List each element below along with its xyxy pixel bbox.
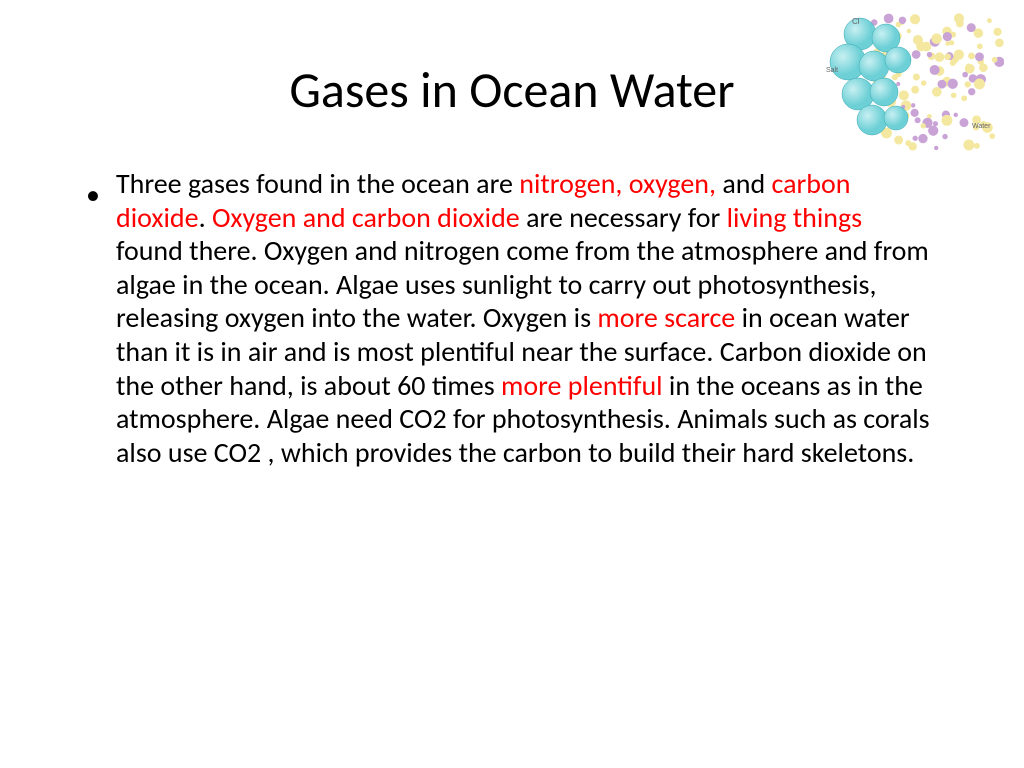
bullet-marker: • — [86, 177, 100, 212]
body-text-run: and — [722, 166, 771, 201]
body-text-run: Three gases found in the ocean are — [116, 166, 519, 201]
slide-body: • Three gases found in the ocean are nit… — [90, 167, 934, 469]
highlighted-text: nitrogen, oxygen, — [519, 166, 722, 201]
slide-title: Gases in Ocean Water — [90, 60, 934, 121]
svg-text:Salt: Salt — [826, 67, 838, 74]
body-text-run: . — [199, 200, 212, 235]
highlighted-text: more scarce — [597, 300, 741, 335]
svg-text:Water: Water — [972, 123, 991, 130]
highlighted-text: more plentiful — [501, 368, 669, 403]
slide: Cl Salt Water Gases in Ocean Water • Three… — [0, 0, 1024, 768]
body-text-run: are necessary for — [526, 200, 727, 235]
body-paragraph: Three gases found in the ocean are nitro… — [90, 167, 934, 469]
highlighted-text: living things — [727, 200, 863, 235]
molecule-cluster-icon: Cl Salt Water — [824, 10, 1004, 160]
highlighted-text: Oxygen and carbon dioxide — [212, 200, 526, 235]
svg-text:Cl: Cl — [852, 17, 860, 26]
